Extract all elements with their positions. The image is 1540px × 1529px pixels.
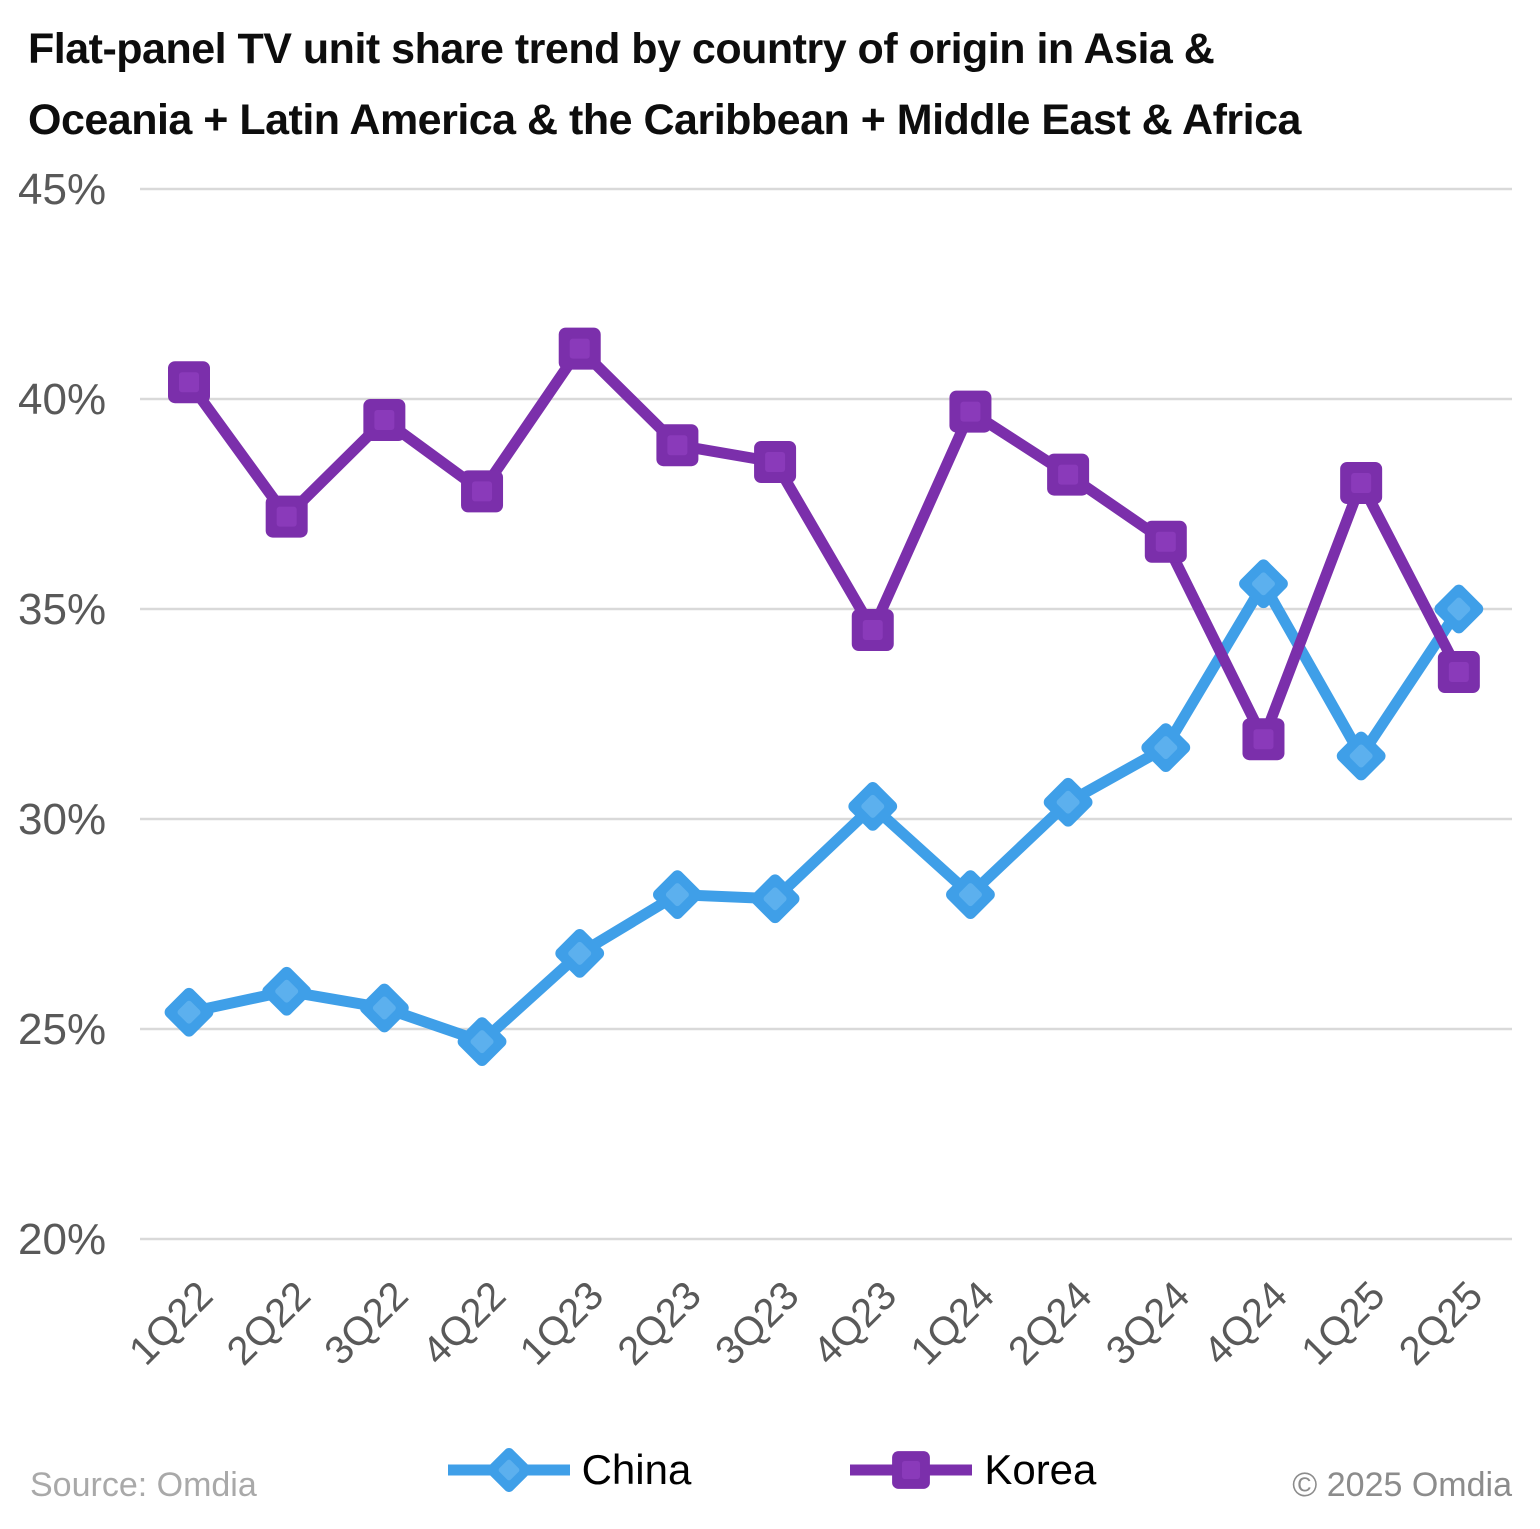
svg-text:1Q22: 1Q22 [121,1273,221,1373]
svg-text:1Q24: 1Q24 [902,1273,1002,1373]
svg-text:4Q22: 4Q22 [414,1273,514,1373]
svg-text:2Q25: 2Q25 [1391,1273,1491,1373]
chart-title-line-2: Oceania + Latin America & the Caribbean … [28,96,1301,144]
svg-text:25%: 25% [18,1005,106,1054]
chart-title: Flat-panel TV unit share trend by countr… [28,14,1301,156]
svg-text:3Q22: 3Q22 [316,1273,416,1373]
svg-text:2Q23: 2Q23 [609,1273,709,1373]
svg-text:2Q22: 2Q22 [219,1273,319,1373]
svg-text:40%: 40% [18,375,106,424]
svg-text:30%: 30% [18,795,106,844]
legend: China Korea [0,1446,1540,1494]
source-note: Source: Omdia [30,1466,257,1504]
svg-text:1Q23: 1Q23 [512,1273,612,1373]
svg-text:3Q23: 3Q23 [707,1273,807,1373]
legend-label-china: China [581,1446,692,1493]
svg-text:35%: 35% [18,585,106,634]
svg-text:45%: 45% [18,165,106,214]
svg-text:4Q24: 4Q24 [1196,1273,1296,1373]
china-series-swatch-icon [447,1448,570,1492]
svg-text:3Q24: 3Q24 [1098,1273,1198,1373]
legend-label-korea: Korea [984,1446,1097,1493]
svg-text:2Q24: 2Q24 [1000,1273,1100,1373]
legend-item-korea: Korea [846,1446,1096,1494]
chart-title-line-1: Flat-panel TV unit share trend by countr… [28,25,1215,73]
korea-series-swatch-icon [850,1451,973,1489]
svg-text:20%: 20% [18,1215,106,1264]
copyright-note: © 2025 Omdia [1292,1466,1512,1504]
legend-item-china: China [444,1446,692,1494]
svg-text:1Q25: 1Q25 [1293,1273,1393,1373]
svg-text:4Q23: 4Q23 [805,1273,905,1373]
